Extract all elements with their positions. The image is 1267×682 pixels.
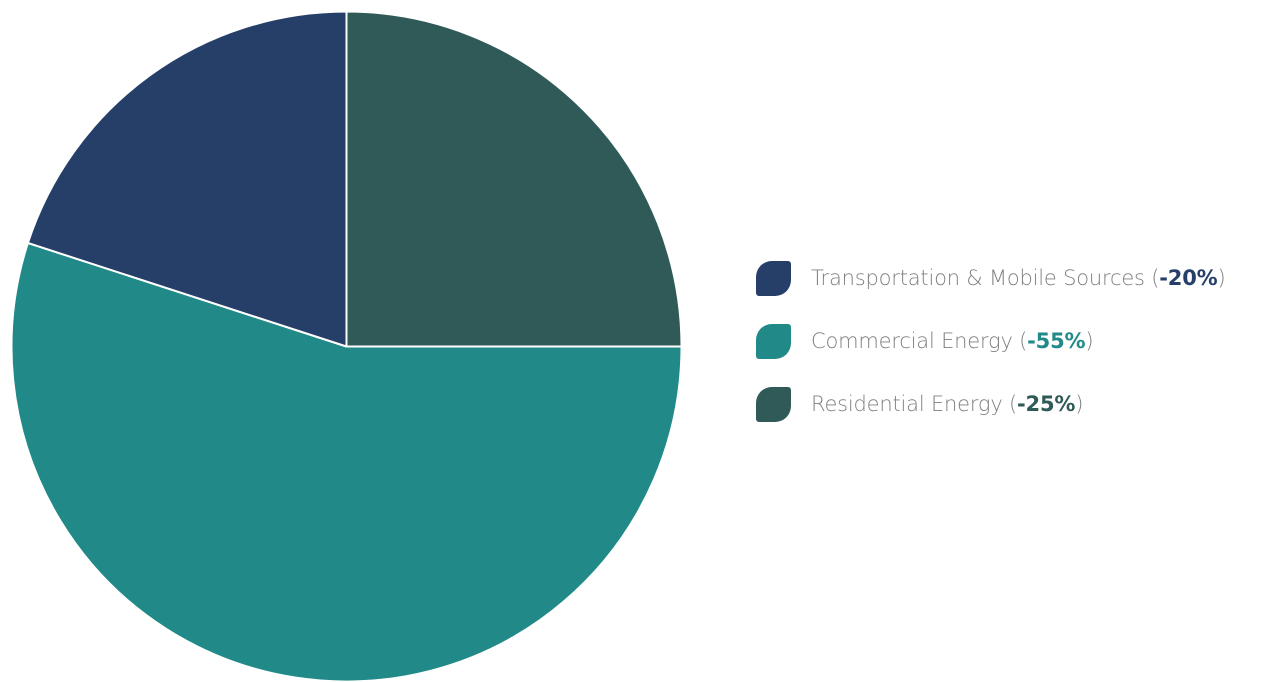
legend-item-transportation: Transportation & Mobile Sources (-20%)	[756, 258, 1226, 298]
pie-slice-commercial	[10, 241, 683, 682]
legend-swatch-residential	[756, 386, 791, 422]
legend: Transportation & Mobile Sources (-20%) C…	[756, 258, 1226, 447]
legend-swatch-commercial	[756, 323, 791, 359]
legend-label-transportation: Transportation & Mobile Sources (-20%)	[811, 266, 1226, 290]
pie-slice-residential	[345, 10, 683, 348]
legend-pct-transportation: -20%	[1159, 266, 1218, 290]
pie-slice-transportation	[26, 10, 348, 348]
pie-chart	[10, 10, 683, 682]
legend-item-commercial: Commercial Energy (-55%)	[756, 321, 1225, 361]
legend-swatch-transportation	[756, 260, 791, 296]
legend-pct-commercial: -55%	[1027, 329, 1086, 353]
legend-pct-residential: -25%	[1017, 392, 1076, 416]
legend-item-residential: Residential Energy (-25%)	[756, 384, 1225, 424]
legend-label-residential: Residential Energy (-25%)	[811, 392, 1084, 416]
legend-label-commercial: Commercial Energy (-55%)	[811, 329, 1094, 353]
